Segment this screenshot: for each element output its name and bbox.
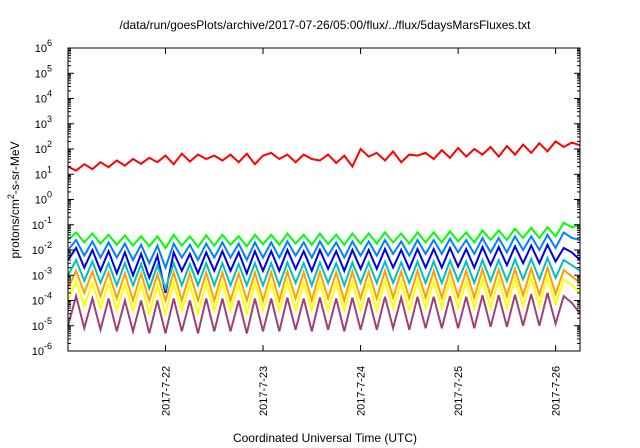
y-tick-label: 10-2 <box>32 240 52 257</box>
x-tick-label: 2017-7-26 <box>551 366 563 416</box>
series-line-6 <box>67 264 581 305</box>
plot-lines <box>67 140 581 336</box>
x-tick-label: 2017-7-23 <box>258 366 270 416</box>
y-axis: 10-6 10-5 10-4 10-3 10-2 10-1 100 101 102 103 104 1… <box>32 38 580 358</box>
y-tick-label: 102 <box>35 139 52 156</box>
x-tick-label: 2017-7-24 <box>356 366 368 416</box>
y-tick-label: 101 <box>35 164 52 181</box>
y-tick-label: 106 <box>35 38 52 55</box>
series-line-3 <box>67 230 581 271</box>
y-axis-title: protons/cm2-s-sr-MeV <box>6 141 22 258</box>
series-line-1 <box>67 140 581 172</box>
y-tick-label: 105 <box>35 63 52 80</box>
x-axis-title: Coordinated Universal Time (UTC) <box>233 431 417 445</box>
y-tick-label: 103 <box>35 114 52 131</box>
y-tick-label: 10-5 <box>32 316 52 333</box>
y-tick-label: 10-3 <box>32 265 52 282</box>
chart-title: /data/run/goesPlots/archive/2017-07-26/0… <box>120 18 532 32</box>
series-line-8 <box>67 292 581 336</box>
y-tick-label: 10-1 <box>32 215 52 232</box>
series-line-4 <box>67 242 581 294</box>
y-tick-label: 10-6 <box>32 341 52 358</box>
series-line-7 <box>67 273 581 318</box>
x-axis: 2017-7-22 2017-7-23 2017-7-24 2017-7-25 2017… <box>161 48 563 416</box>
y-tick-label: 100 <box>35 190 52 207</box>
series-line-2 <box>67 221 581 250</box>
x-tick-label: 2017-7-22 <box>161 366 173 416</box>
y-tick-label: 10-4 <box>32 291 52 308</box>
y-tick-label: 104 <box>35 89 52 106</box>
series-line-5 <box>67 255 581 292</box>
x-tick-label: 2017-7-25 <box>453 366 465 416</box>
